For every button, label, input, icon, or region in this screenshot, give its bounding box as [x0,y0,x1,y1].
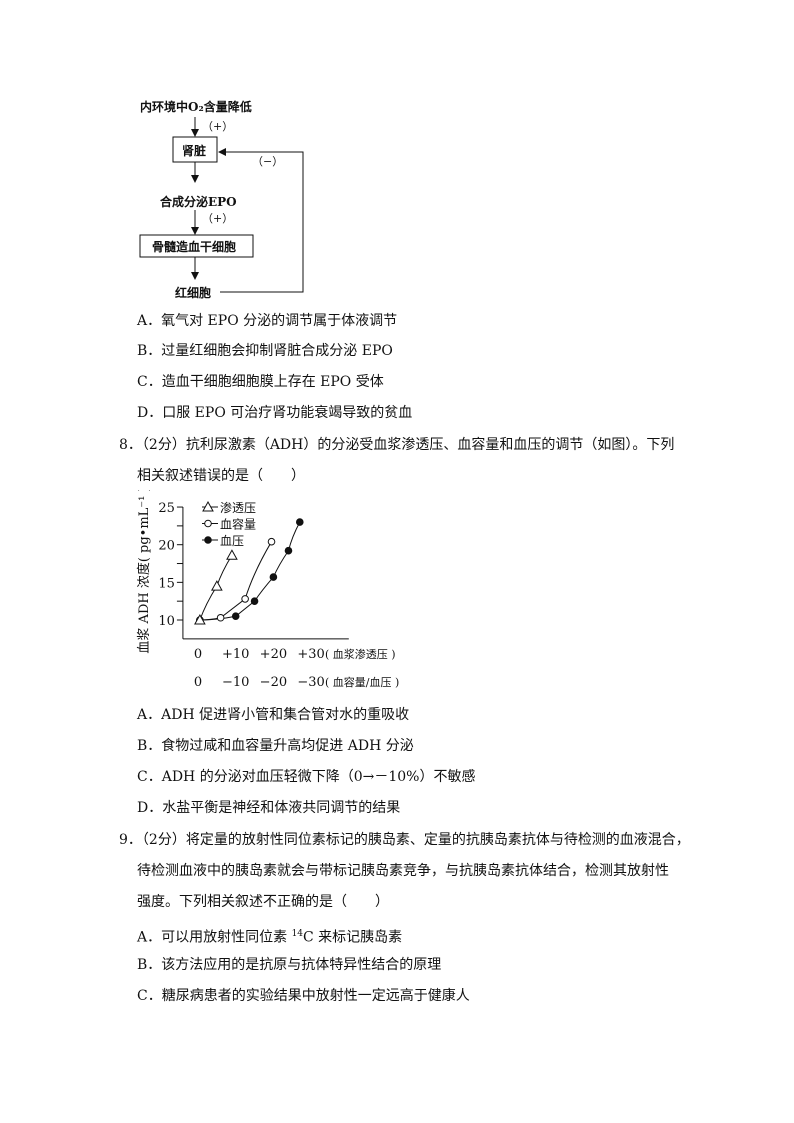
q9-option-a-pre: A．可以用放射性同位素 [137,929,292,946]
x-axis-label-row2: ( 血容量/血压 ) [325,675,399,689]
q9-option-c: C．糖尿病患者的实验结果中放射性一定远高于健康人 [137,988,470,1004]
q8-stem-line1: 8．（2分）抗利尿激素（ADH）的分泌受血浆渗透压、血容量和血压的调节（如图）。… [119,437,675,453]
data-point [284,546,293,555]
q8-option-b: B．食物过咸和血容量升高均促进 ADH 分泌 [137,738,414,754]
q8-option-a: A．ADH 促进肾小管和集合管对水的重吸收 [137,707,410,723]
q7-option-b: B．过量红细胞会抑制肾脏合成分泌 EPO [137,343,393,359]
data-point [250,597,259,605]
q7-option-c: C．造血干细胞细胞膜上存在 EPO 受体 [137,374,384,390]
data-point [267,537,276,546]
legend-label: 渗透压 [220,500,256,515]
q7-option-a: A．氧气对 EPO 分泌的调节属于体液调节 [137,313,398,329]
x-tick-label-row1: +20 [260,647,287,662]
q9-option-a-post: C 来标记胰岛素 [303,929,403,946]
q8-stem-line2: 相关叙述错误的是（ ） [137,468,305,484]
x-tick-label-row1: 0 [194,647,202,662]
data-point [295,518,304,526]
data-point [231,612,240,621]
stem-cell-box [139,234,254,258]
y-tick-label: 15 [158,576,175,591]
series-line-血容量 [199,541,272,621]
legend-marker [204,519,212,528]
data-point [241,595,249,603]
series-line-血压 [199,521,301,621]
data-point [269,573,278,581]
x-tick-label-row2: 0 [194,675,202,690]
y-tick-label: 20 [158,539,175,554]
epo-flowchart: 内环境中O₂含量降低 （+） 肾脏 （−） 合成分泌EPO （+） 骨髓造血干细… [139,99,304,300]
q9-stem-line3: 强度。下列相关叙述不正确的是（ ） [137,894,389,910]
minus-label: （−） [252,155,283,168]
data-point [194,613,206,625]
x-tick-label-row2: −30 [297,675,324,690]
x-tick-label-row1: +10 [222,647,249,662]
q9-stem-line1: 9．（2分）将定量的放射性同位素标记的胰岛素、定量的抗胰岛素抗体与待检测的血液混… [119,832,690,848]
data-point [211,580,223,591]
legend-marker [204,536,212,544]
x-tick-label-row2: −10 [222,675,249,690]
q7-option-d: D．口服 EPO 可治疗肾功能衰竭导致的贫血 [137,405,413,421]
q9-option-b: B．该方法应用的是抗原与抗体特异性结合的原理 [137,957,442,973]
x-tick-label-row2: −20 [260,675,287,690]
x-tick-label-row1: +30 [297,647,324,662]
flow-mid-text: 合成分泌EPO [160,194,237,209]
stem-cell-label: 骨髓造血干细胞 [152,239,236,254]
isotope-mass: 14 [291,929,304,939]
legend-label: 血压 [220,534,244,548]
x-axis-label-row1: ( 血浆渗透压 ) [325,647,396,661]
q9-stem-line2: 待检测血液中的胰岛素就会与带标记胰岛素竞争，与抗胰岛素抗体结合，检测其放射性 [137,863,669,879]
q8-option-d: D．水盐平衡是神经和体液共同调节的结果 [137,800,401,816]
feedback-arrow [218,148,304,293]
flow-top-text: 内环境中O₂含量降低 [140,99,252,114]
plus-label: （+） [202,212,233,225]
y-tick-label: 10 [158,614,175,629]
q8-option-c: C．ADH 的分泌对血压轻微下降（0→－10%）不敏感 [137,769,476,785]
plus-label: （+） [202,120,233,133]
data-point [216,613,225,622]
data-point [226,549,238,560]
y-axis-label: 血浆 ADH 浓度( pg•mL⁻¹ ) [136,490,152,654]
y-tick-label: 25 [158,501,175,516]
legend-marker [202,500,214,512]
legend-label: 血容量 [220,517,256,532]
flow-bottom-text: 红细胞 [175,285,211,300]
q9-option-a: A．可以用放射性同位素 14C 来标记胰岛素 [137,925,402,947]
kidney-label: 肾脏 [182,143,206,158]
